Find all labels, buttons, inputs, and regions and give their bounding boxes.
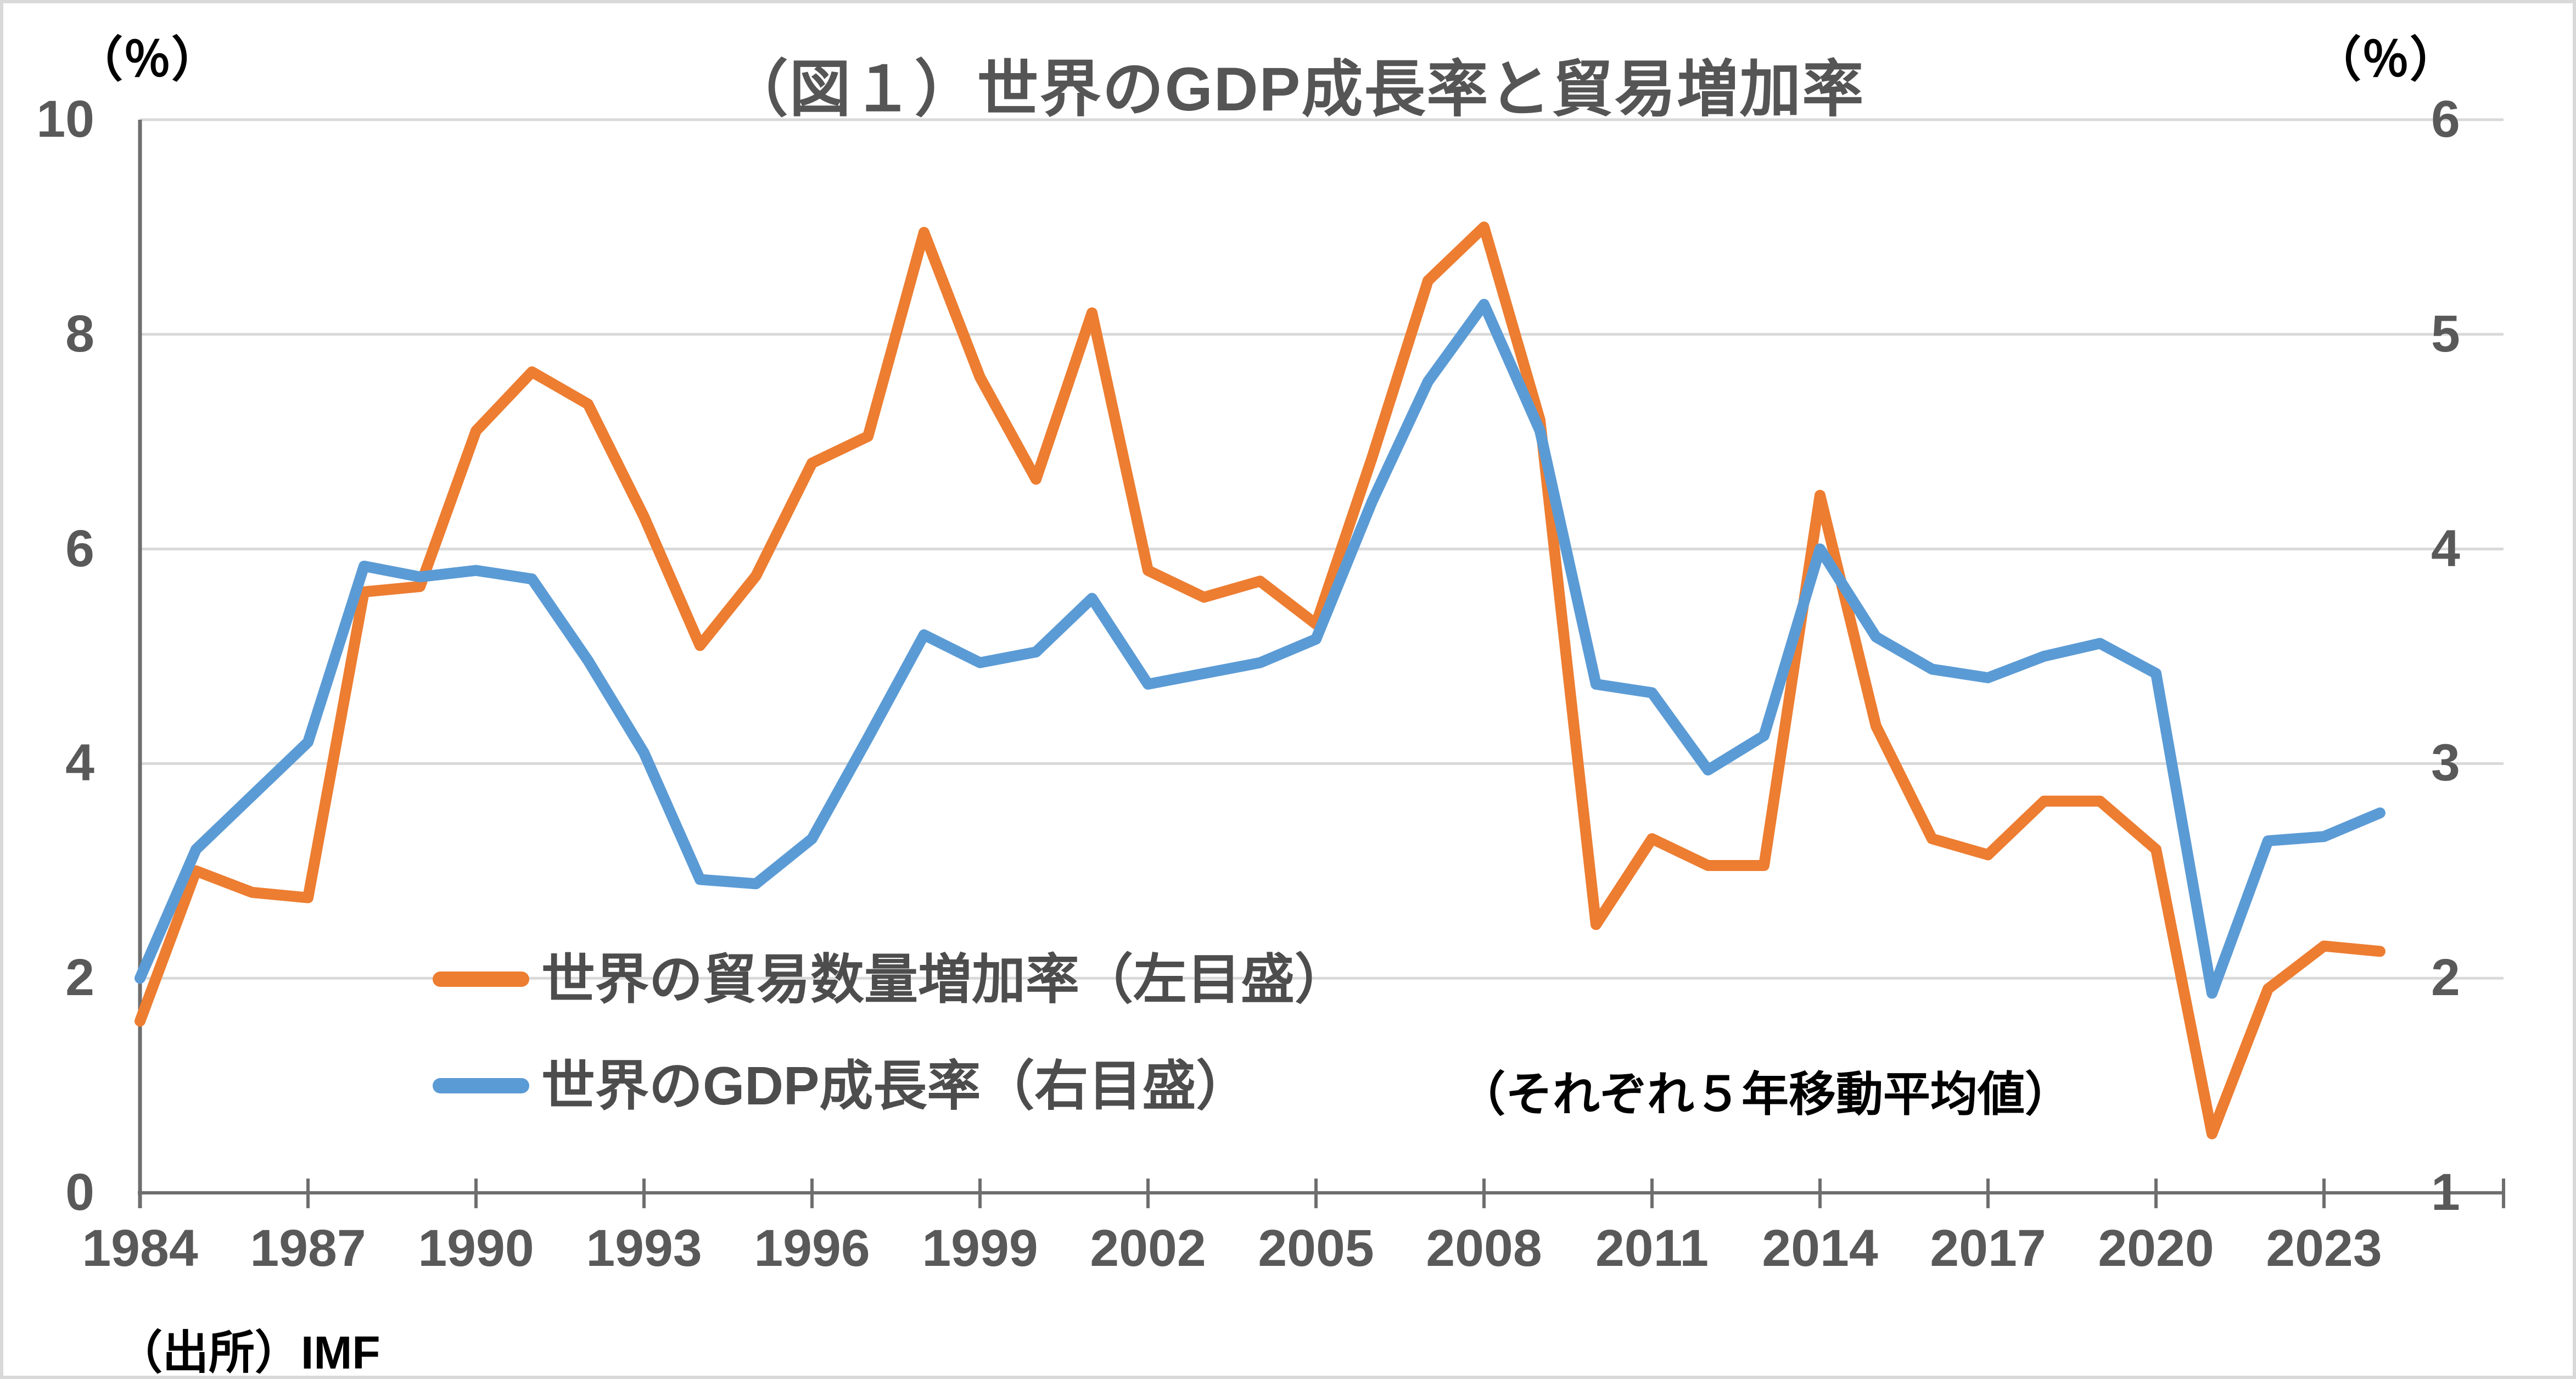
x-axis-tick-label: 1990 bbox=[418, 1219, 534, 1277]
right-axis-unit-label: （％） bbox=[2312, 32, 2459, 87]
x-axis-tick-label: 2020 bbox=[2098, 1219, 2214, 1277]
trade-line bbox=[135, 221, 2385, 1140]
source-note: （出所）IMF bbox=[116, 1327, 380, 1378]
right-axis-tick-label: 4 bbox=[2431, 519, 2460, 578]
x-axis-tick-label: 2011 bbox=[1595, 1219, 1709, 1277]
right-axis-tick-label: 1 bbox=[2431, 1163, 2460, 1221]
right-axis-tick-label: 5 bbox=[2431, 304, 2460, 363]
x-axis-tick-label: 2014 bbox=[1762, 1219, 1878, 1277]
x-axis-tick-label: 2008 bbox=[1426, 1219, 1542, 1277]
x-axis-tick-label: 1996 bbox=[754, 1219, 870, 1277]
left-axis-tick-label: 4 bbox=[65, 734, 94, 792]
chart-title: （図１）世界のGDP成長率と貿易増加率 bbox=[726, 55, 1865, 124]
left-axis-tick-label: 8 bbox=[65, 304, 94, 363]
x-axis-tick-label: 1987 bbox=[250, 1219, 366, 1277]
x-axis-tick-label: 2017 bbox=[1930, 1219, 2046, 1277]
x-axis-tick-label: 1993 bbox=[586, 1219, 702, 1277]
moving-average-note: （それぞれ５年移動平均値） bbox=[1458, 1068, 2072, 1121]
x-axis-tick-label: 2002 bbox=[1090, 1219, 1206, 1277]
left-axis-tick-label: 10 bbox=[36, 90, 94, 148]
left-axis-unit-label: （％） bbox=[74, 32, 220, 87]
right-axis-tick-label: 2 bbox=[2431, 948, 2460, 1007]
right-axis-tick-label: 3 bbox=[2431, 734, 2460, 792]
x-axis-tick-label: 2005 bbox=[1258, 1219, 1374, 1277]
gdp-line bbox=[135, 299, 2385, 999]
right-axis-tick-label: 6 bbox=[2431, 90, 2460, 148]
x-axis-tick-label: 2023 bbox=[2266, 1219, 2382, 1277]
left-axis-tick-label: 2 bbox=[65, 948, 94, 1007]
left-axis-tick-label: 6 bbox=[65, 519, 94, 578]
x-axis-tick-label: 1984 bbox=[82, 1219, 198, 1277]
left-axis-tick-label: 0 bbox=[65, 1163, 94, 1221]
x-axis-tick-label: 1999 bbox=[922, 1219, 1038, 1277]
